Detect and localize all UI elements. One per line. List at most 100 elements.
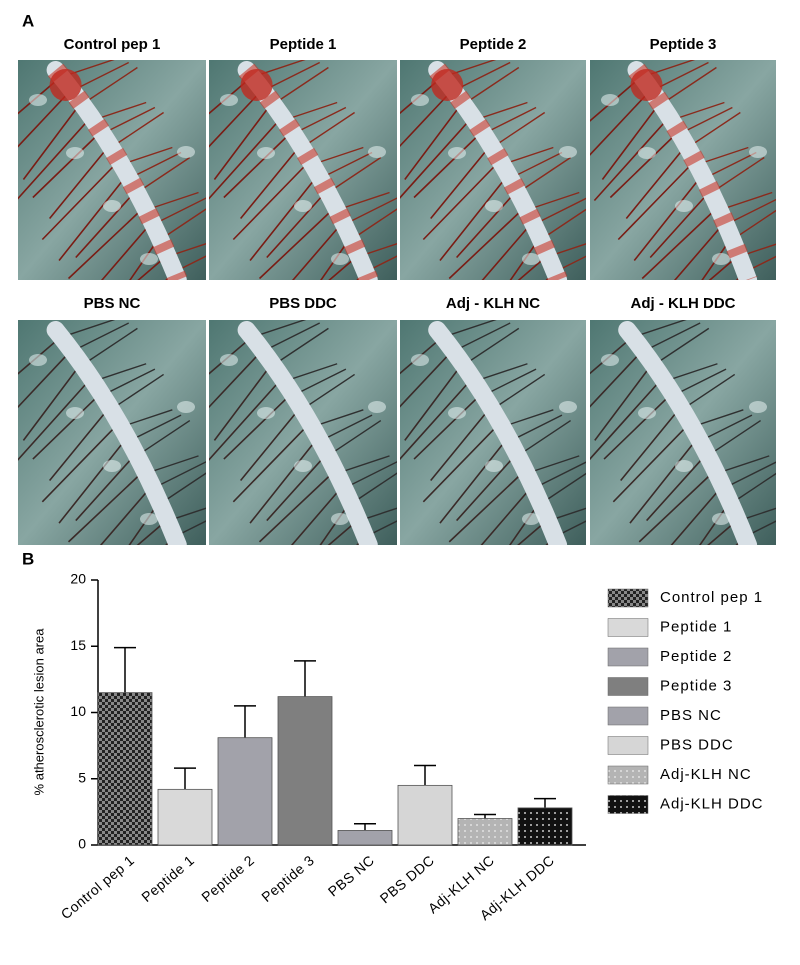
x-tick-label: Peptide 2 bbox=[198, 852, 257, 905]
spine bbox=[553, 520, 586, 538]
y-tick-label: 15 bbox=[70, 637, 86, 653]
spine bbox=[481, 226, 529, 280]
spine bbox=[258, 211, 331, 280]
spine bbox=[708, 256, 737, 280]
spine bbox=[422, 429, 494, 503]
droplet bbox=[177, 401, 195, 413]
spine bbox=[290, 490, 339, 545]
droplet bbox=[485, 200, 503, 212]
spine bbox=[400, 352, 451, 408]
legend-swatch bbox=[607, 736, 649, 755]
spine bbox=[517, 521, 546, 545]
spine bbox=[590, 76, 642, 122]
spine bbox=[173, 255, 206, 274]
spine bbox=[48, 151, 105, 220]
spine bbox=[612, 429, 684, 503]
droplet bbox=[485, 460, 503, 472]
spine bbox=[75, 196, 131, 259]
droplet bbox=[749, 146, 767, 158]
droplet bbox=[601, 94, 619, 106]
spine bbox=[422, 166, 494, 241]
droplet bbox=[448, 147, 466, 159]
photo bbox=[18, 320, 206, 545]
spine bbox=[18, 121, 87, 200]
spine bbox=[258, 475, 331, 543]
spine bbox=[617, 166, 689, 241]
legend-label: Peptide 3 bbox=[660, 677, 732, 694]
spine bbox=[400, 91, 451, 148]
droplet bbox=[559, 146, 577, 158]
spine bbox=[136, 521, 166, 545]
spine bbox=[400, 383, 469, 461]
spine bbox=[41, 429, 113, 503]
spine bbox=[67, 475, 140, 543]
photo-bg bbox=[400, 60, 586, 280]
legend-swatch bbox=[607, 647, 649, 667]
spine bbox=[100, 226, 148, 280]
spine bbox=[633, 182, 697, 261]
vessel bbox=[618, 321, 758, 545]
spine bbox=[649, 196, 705, 259]
spine bbox=[67, 211, 140, 280]
photo bbox=[18, 60, 206, 280]
bar bbox=[517, 807, 573, 846]
droplet bbox=[29, 354, 47, 366]
spine bbox=[620, 413, 676, 481]
spine bbox=[553, 255, 586, 274]
spine bbox=[413, 398, 477, 460]
spine bbox=[400, 121, 469, 199]
legend-label: Peptide 2 bbox=[660, 648, 732, 665]
spine bbox=[18, 383, 87, 461]
spine bbox=[609, 136, 673, 199]
photo-bg bbox=[18, 320, 206, 545]
image-title: Peptide 2 bbox=[460, 36, 527, 53]
spine bbox=[18, 337, 61, 375]
spine bbox=[545, 536, 555, 545]
spine bbox=[209, 91, 261, 148]
spine bbox=[22, 107, 79, 180]
spine bbox=[400, 76, 443, 115]
image-title: PBS DDC bbox=[269, 295, 337, 312]
x-tick-label: PBS NC bbox=[325, 852, 378, 900]
spine bbox=[32, 398, 96, 460]
spine bbox=[439, 182, 503, 261]
legend-swatch bbox=[607, 618, 649, 637]
photo-bg bbox=[18, 60, 206, 280]
droplet bbox=[220, 354, 238, 366]
droplet bbox=[294, 200, 312, 212]
spine bbox=[291, 226, 339, 280]
droplet bbox=[257, 407, 275, 419]
spine bbox=[404, 367, 460, 441]
spine bbox=[209, 337, 252, 375]
vessel bbox=[46, 321, 187, 545]
legend-swatch bbox=[607, 706, 649, 726]
spine bbox=[223, 398, 287, 460]
spine bbox=[480, 490, 529, 545]
bar bbox=[157, 788, 213, 846]
spine bbox=[448, 211, 520, 280]
spine bbox=[239, 151, 296, 220]
droplet bbox=[220, 94, 238, 106]
spine bbox=[413, 136, 477, 199]
legend-swatch bbox=[607, 588, 649, 608]
droplet bbox=[559, 401, 577, 413]
droplet bbox=[103, 460, 121, 472]
spine bbox=[249, 182, 313, 261]
droplet bbox=[749, 401, 767, 413]
droplet bbox=[448, 407, 466, 419]
spine bbox=[743, 520, 776, 538]
spine bbox=[266, 196, 322, 259]
spine bbox=[99, 490, 148, 545]
photo-bg bbox=[590, 320, 776, 545]
spine bbox=[629, 444, 693, 524]
droplet bbox=[522, 513, 540, 525]
spine bbox=[590, 352, 641, 408]
spine bbox=[743, 255, 776, 274]
image-title: PBS NC bbox=[84, 295, 141, 312]
spine bbox=[32, 136, 96, 199]
image-title: Adj - KLH NC bbox=[446, 295, 540, 312]
spine bbox=[213, 107, 270, 180]
spine bbox=[137, 256, 166, 280]
lesion bbox=[431, 69, 464, 101]
droplet bbox=[411, 354, 429, 366]
